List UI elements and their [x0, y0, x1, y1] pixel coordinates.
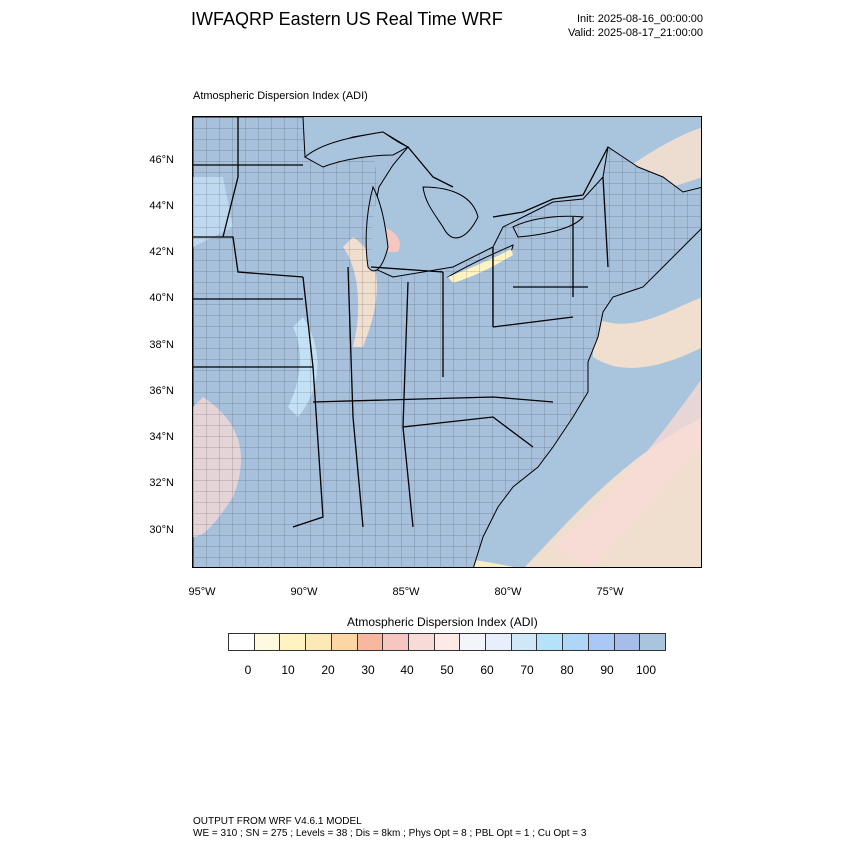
lat-label: 34°N: [149, 431, 174, 443]
colorbar-swatch: [588, 634, 615, 650]
lat-label: 42°N: [149, 246, 174, 258]
colorbar-swatch: [460, 634, 487, 650]
colorbar-swatch: [383, 634, 409, 650]
colorbar-label: 70: [520, 663, 534, 677]
colorbar-swatch: [306, 634, 332, 650]
colorbar-label: 100: [635, 663, 657, 677]
colorbar: [228, 633, 666, 651]
map-panel: [192, 116, 702, 568]
colorbar-swatch: [563, 634, 589, 650]
colorbar-swatch: [614, 634, 641, 650]
colorbar-swatch: [537, 634, 564, 650]
colorbar-swatch: [408, 634, 435, 650]
colorbar-swatch: [331, 634, 358, 650]
lon-label: 90°W: [290, 586, 318, 598]
ocean-plume-pink: [553, 379, 701, 567]
map-title: Atmospheric Dispersion Index (ADI): [193, 90, 368, 102]
valid-time: Valid: 2025-08-17_21:00:00: [568, 27, 703, 39]
colorbar-label: 20: [321, 663, 335, 677]
colorbar-label: 60: [480, 663, 494, 677]
lat-label: 40°N: [149, 292, 174, 304]
lon-label: 85°W: [392, 586, 420, 598]
colorbar-swatch: [486, 634, 512, 650]
colorbar-label: 90: [600, 663, 614, 677]
lat-label: 32°N: [149, 477, 174, 489]
colorbar-swatch: [280, 634, 307, 650]
lake-huron: [422, 186, 479, 239]
lat-label: 38°N: [149, 339, 174, 351]
init-time: Init: 2025-08-16_00:00:00: [577, 13, 703, 25]
county-boundaries: [193, 117, 701, 567]
colorbar-swatch: [229, 634, 255, 650]
lat-label: 44°N: [149, 200, 174, 212]
model-config: WE = 310 ; SN = 275 ; Levels = 38 ; Dis …: [193, 828, 587, 839]
colorbar-label: 80: [560, 663, 574, 677]
ocean-plume-north: [593, 297, 701, 368]
chart-title: IWFAQRP Eastern US Real Time WRF: [191, 9, 503, 29]
colorbar-label: 30: [361, 663, 375, 677]
colorbar-label: 50: [440, 663, 454, 677]
colorbar-swatch: [640, 634, 665, 650]
colorbar-swatch: [434, 634, 461, 650]
colorbar-swatch: [511, 634, 538, 650]
colorbar-swatch: [254, 634, 281, 650]
canada-border: [193, 146, 609, 218]
colorbar-label: 0: [244, 663, 252, 677]
lon-label: 80°W: [494, 586, 522, 598]
colorbar-title: Atmospheric Dispersion Index (ADI): [347, 615, 538, 629]
colorbar-label: 40: [400, 663, 414, 677]
colorbar-label: 10: [281, 663, 295, 677]
colorbar-swatch: [357, 634, 384, 650]
model-info: OUTPUT FROM WRF V4.6.1 MODEL: [193, 816, 362, 827]
lon-label: 95°W: [188, 586, 216, 598]
lat-label: 36°N: [149, 385, 174, 397]
lat-label: 46°N: [149, 154, 174, 166]
state-boundaries: [193, 117, 609, 528]
adi-map: [193, 117, 701, 567]
lon-label: 75°W: [596, 586, 624, 598]
lat-label: 30°N: [149, 524, 174, 536]
